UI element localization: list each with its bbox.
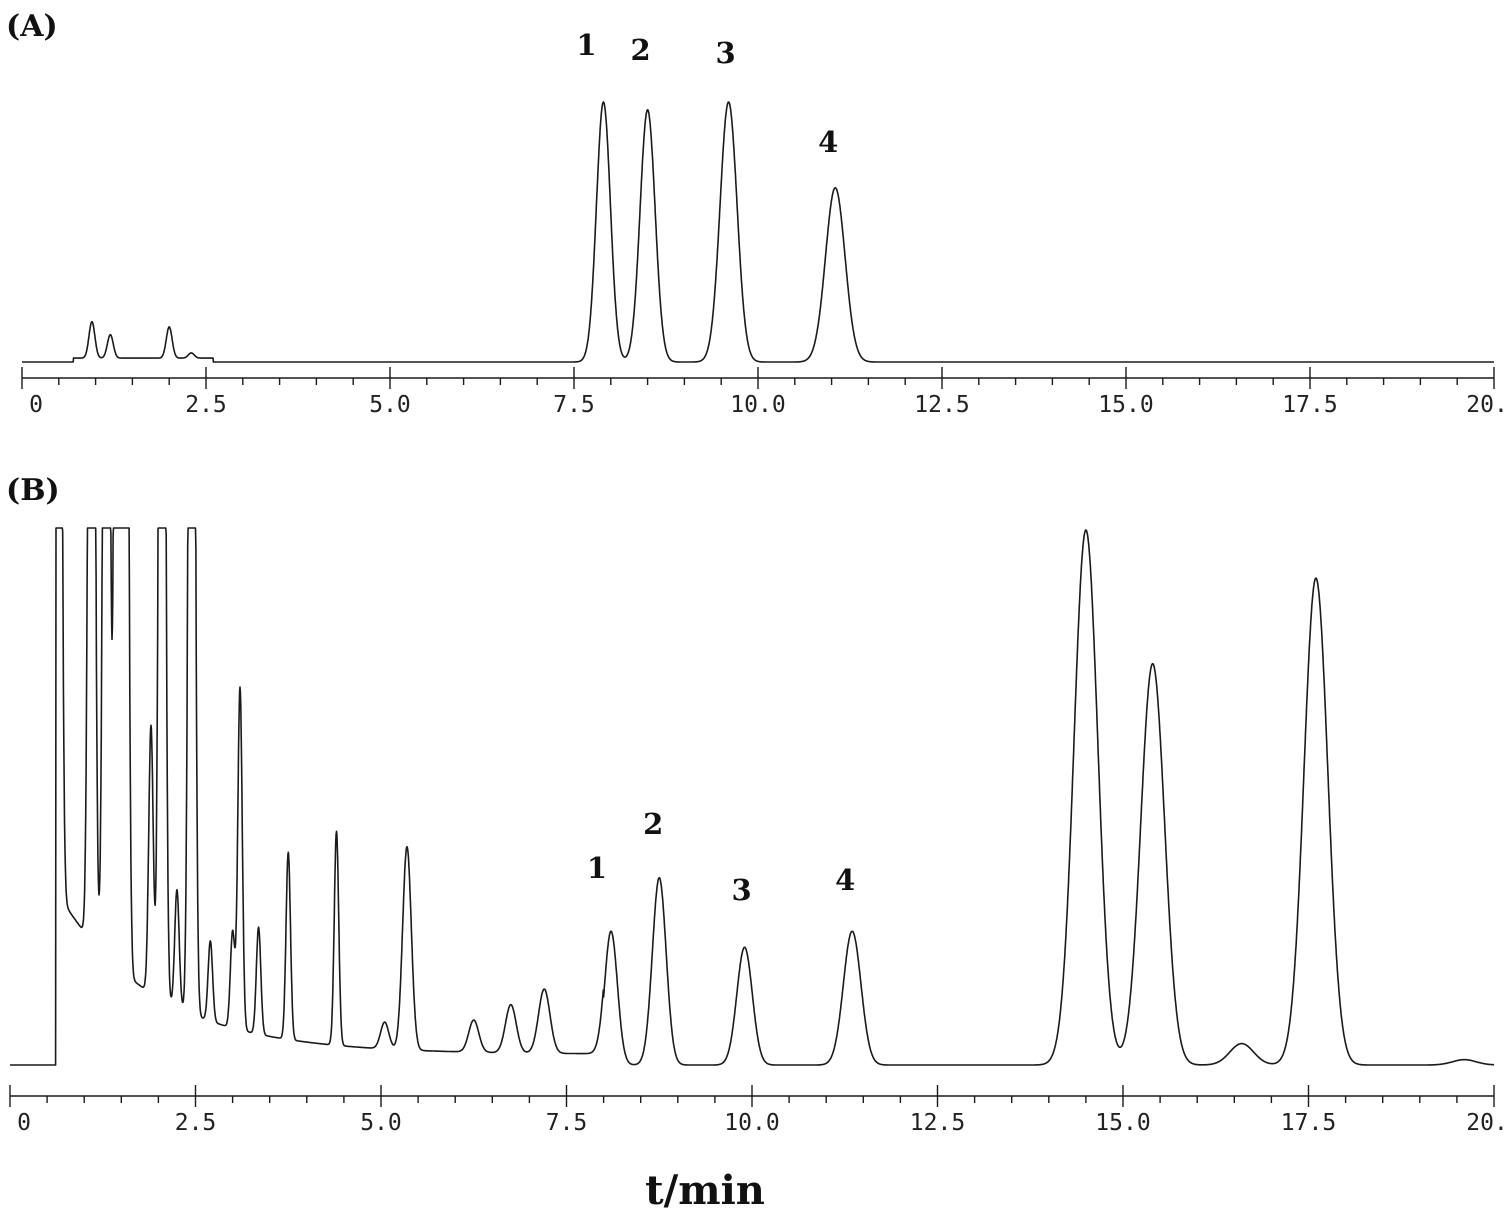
panel-a-x-tick-labels: 0 2.5 5.0 7.5 10.0 12.5 15.0 17.5 20.0 [29,392,1504,418]
panel-b-x-tick-labels: 0 2.5 5.0 7.5 10.0 12.5 15.0 17.5 20.0 [17,1110,1504,1136]
x-tick-label: 20.0 [1466,1110,1504,1136]
x-tick-label: 7.5 [546,1110,588,1136]
x-tick-label: 17.5 [1281,1110,1336,1136]
panel-a-label: (A) [6,9,58,44]
x-tick-label: 20.0 [1466,392,1504,418]
x-tick-label: 7.5 [553,392,595,418]
panel-a-trace [21,101,1495,363]
peak-label-1: 1 [587,851,607,885]
x-tick-label: 5.0 [369,392,411,418]
peak-label-4: 4 [835,863,855,897]
peak-label-3: 3 [731,873,751,907]
x-tick-label: 10.0 [730,392,785,418]
peak-label-3: 3 [715,36,735,70]
panel-a-x-ticks [21,367,1495,389]
x-tick-label: 17.5 [1282,392,1337,418]
panel-a: (A) 0 2.5 5.0 7.5 10.0 12.5 15.0 17.5 20.0 1 2 3 4 [6,9,1504,418]
panel-b-x-ticks [9,1085,1495,1107]
panel-b-trace [9,527,1495,1066]
x-tick-label: 12.5 [914,392,969,418]
x-tick-label: 2.5 [175,1110,217,1136]
panel-b-peak-labels: 1 2 3 4 [587,807,855,907]
panel-b: (B) 02.55.07.510.012.515.017.520.0 1234 … [6,473,1504,1212]
panel-b-label: (B) [6,473,60,508]
x-tick-label: 15.0 [1098,392,1153,418]
x-tick-label: 12.5 [910,1110,965,1136]
peak-label-2: 2 [643,807,663,841]
panel-a-peak-labels: 1 2 3 4 [576,28,838,159]
x-tick-label: 10.0 [724,1110,779,1136]
peak-label-1: 1 [576,28,596,62]
x-tick-label: 0 [29,392,43,418]
x-tick-label: 5.0 [360,1110,402,1136]
x-tick-label: 15.0 [1095,1110,1150,1136]
peak-label-2: 2 [631,33,651,67]
x-tick-label: 2.5 [185,392,227,418]
x-tick-label: 0 [17,1110,31,1136]
x-axis-title: t/min [645,1167,765,1212]
peak-label-4: 4 [818,125,838,159]
